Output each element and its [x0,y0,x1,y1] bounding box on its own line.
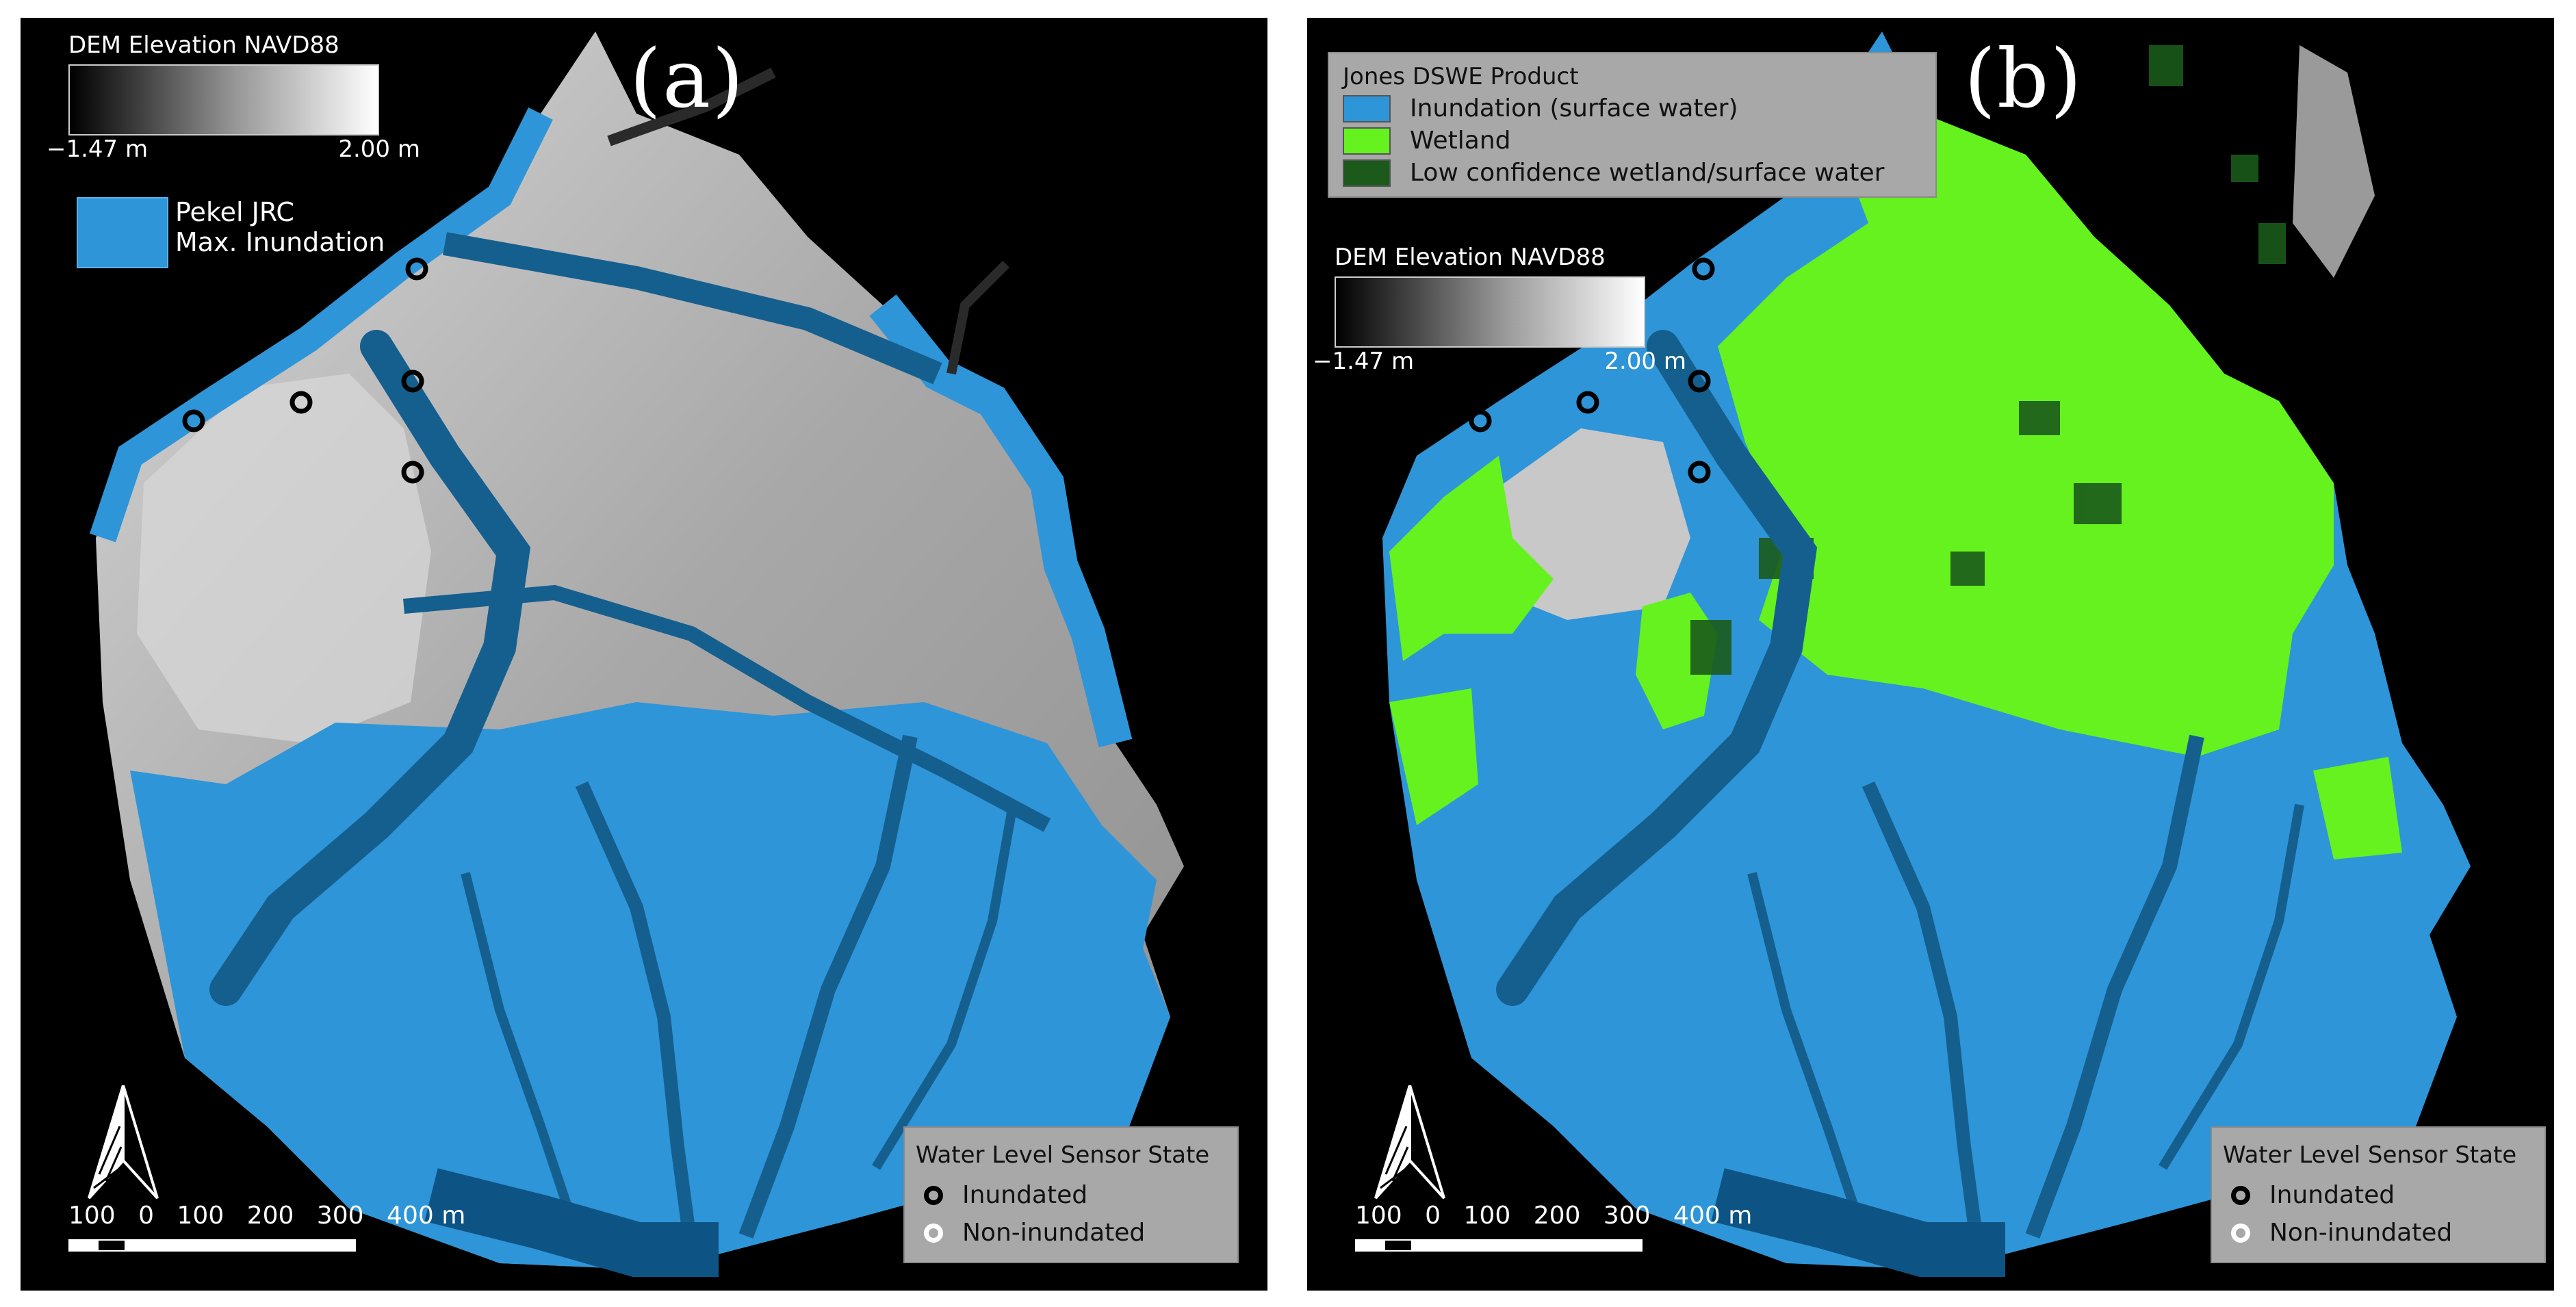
wetland-swatch [1343,127,1391,155]
scale-label: 400 m [387,1202,466,1230]
scale-label: 300 [1603,1202,1651,1230]
scale-label: 100 [1355,1202,1402,1230]
sensor-inundated-label: Inundated [962,1181,1088,1209]
dem-legend-title: DEM Elevation NAVD88 [68,31,339,59]
panel-label-a: (a) [630,31,745,126]
scale-blocks [1355,1239,1767,1252]
non-inundated-ring-icon [2231,1223,2250,1243]
panel-label-b: (b) [1964,31,2083,126]
dem-min-label: −1.47 m [1313,348,1415,375]
scale-label: 400 m [1673,1202,1753,1230]
dswe-low-confidence-label: Low confidence wetland/surface water [1410,159,1885,187]
pekel-label-line1: Pekel JRC [175,197,294,227]
inundation-swatch [1343,94,1391,122]
scale-label: 0 [1425,1202,1441,1230]
pekel-label-line2: Max. Inundation [175,227,385,257]
map-panel-a: (a) DEM Elevation NAVD88 −1.47 m 2.00 m … [21,18,1267,1291]
dem-legend-title: DEM Elevation NAVD88 [1335,244,1606,271]
sensor-inundated-label: Inundated [2269,1181,2395,1209]
scale-label: 0 [138,1202,155,1230]
channel-mouth [424,1168,719,1277]
map-b-canvas [1382,31,2471,1277]
scale-blocks [68,1239,480,1252]
sensor-non-inundated-label: Non-inundated [2269,1219,2453,1247]
dem-legend-a: DEM Elevation NAVD88 −1.47 m 2.00 m [47,31,420,167]
dswe-legend-title: Jones DSWE Product [1343,63,1579,90]
north-arrow-icon [88,1085,159,1200]
dem-min-label: −1.47 m [47,135,149,163]
scale-label: 200 [246,1202,294,1230]
scalebar-b: 100 0 100 200 300 400 m [1355,1202,1767,1252]
dswe-legend: Jones DSWE Product Inundation (surface w… [1328,52,1937,198]
non-inundated-ring-icon [924,1223,943,1243]
scale-label: 100 [177,1202,224,1230]
pekel-swatch [77,197,168,268]
sensor-non-inundated-label: Non-inundated [962,1219,1146,1247]
sensor-legend-title: Water Level Sensor State [916,1141,1210,1169]
dem-max-label: 2.00 m [1604,348,1686,375]
inundated-ring-icon [924,1185,943,1205]
channel-mouth [1711,1168,2005,1277]
map-panel-b: (b) Jones DSWE Product Inundation (surfa… [1307,18,2554,1291]
inundated-ring-icon [2231,1185,2250,1205]
main-channel [1496,330,1818,1006]
pekel-legend: Pekel JRC Max. Inundation [77,197,385,268]
scale-label: 100 [1463,1202,1511,1230]
dswe-inundation-label: Inundation (surface water) [1410,94,1738,122]
sensor-legend-b: Water Level Sensor State Inundated Non-i… [2211,1126,2546,1263]
sensor-legend-title: Water Level Sensor State [2223,1141,2517,1169]
low-confidence-swatch [1343,159,1391,187]
north-arrow-icon [1374,1085,1445,1200]
scale-label: 100 [68,1202,116,1230]
scale-label: 300 [316,1202,364,1230]
scale-label: 200 [1533,1202,1581,1230]
dem-max-label: 2.00 m [338,135,420,163]
sensor-legend-a: Water Level Sensor State Inundated Non-i… [903,1126,1239,1263]
main-channel [209,330,531,1006]
dswe-wetland-label: Wetland [1410,127,1511,155]
dem-legend-b: DEM Elevation NAVD88 −1.47 m 2.00 m [1313,244,1686,379]
dem-color-ramp [68,64,379,135]
dem-color-ramp [1335,276,1645,348]
scalebar-a: 100 0 100 200 300 400 m [68,1202,480,1252]
